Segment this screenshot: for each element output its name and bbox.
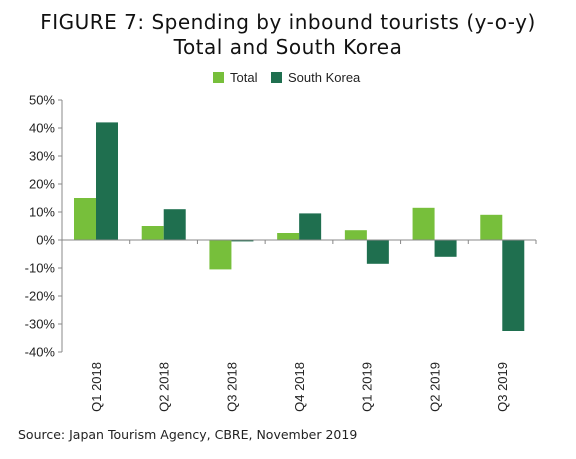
legend-swatch-0: [213, 72, 224, 83]
y-axis: 50% 40% 30% 20% 10% 0% -10% -20% -30% -40%: [25, 93, 63, 360]
bar-south-korea-3: [299, 213, 322, 240]
y-tick-label: -10%: [25, 261, 56, 276]
bar-total-4: [344, 230, 367, 240]
x-tick-label: Q1 2018: [89, 362, 104, 412]
bar-south-korea-4: [366, 240, 389, 264]
x-tick-label: Q1 2019: [360, 362, 375, 412]
legend-swatch-1: [271, 72, 282, 83]
bar-south-korea-0: [96, 122, 118, 240]
x-tick-label: Q2 2019: [427, 362, 442, 412]
y-tick-label: 10%: [29, 205, 55, 220]
y-tick-label: 0%: [36, 233, 55, 248]
legend-label-1: South Korea: [288, 70, 361, 85]
y-tick-label: -40%: [25, 345, 56, 360]
source-note: Source: Japan Tourism Agency, CBRE, Nove…: [18, 427, 358, 442]
bar-chart: Total South Korea 50% 40% 30% 20% 10% 0% -10% -2…: [25, 70, 537, 412]
bar-south-korea-2: [231, 240, 254, 242]
bar-total-3: [277, 233, 300, 240]
chart-title-line1: FIGURE 7: Spending by inbound tourists (…: [40, 10, 536, 34]
legend: Total South Korea: [213, 70, 361, 85]
x-tick-label: Q2 2018: [157, 362, 172, 412]
x-tick-label: Q4 2018: [292, 362, 307, 412]
y-tick-label: -30%: [25, 317, 56, 332]
bar-total-2: [209, 240, 232, 270]
y-tick-label: 50%: [29, 93, 55, 108]
x-tick-label: Q3 2018: [224, 362, 239, 412]
bar-total-1: [141, 226, 164, 240]
bar-total-6: [480, 214, 503, 240]
y-tick-label: 20%: [29, 177, 55, 192]
x-tick-label: Q3 2019: [495, 362, 510, 412]
y-tick-label: 30%: [29, 149, 55, 164]
y-tick-label: 40%: [29, 121, 55, 136]
bar-south-korea-6: [502, 240, 525, 331]
legend-label-0: Total: [230, 70, 258, 85]
bar-total-5: [412, 207, 435, 240]
bar-total-0: [74, 198, 96, 240]
chart-title-line2: Total and South Korea: [173, 35, 403, 59]
y-tick-label: -20%: [25, 289, 56, 304]
bar-south-korea-5: [434, 240, 457, 257]
bar-south-korea-1: [163, 209, 186, 240]
bars: [74, 122, 525, 331]
x-axis: Q1 2018 Q2 2018 Q3 2018 Q4 2018 Q1 2019 Q2 20…: [61, 239, 537, 412]
